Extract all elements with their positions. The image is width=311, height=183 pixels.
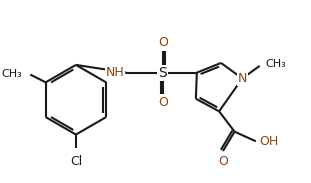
Text: OH: OH (259, 135, 278, 148)
Text: CH₃: CH₃ (2, 69, 22, 79)
Text: O: O (158, 96, 168, 109)
Text: N: N (238, 72, 247, 85)
Text: Cl: Cl (70, 155, 82, 168)
Text: O: O (218, 155, 228, 168)
Text: S: S (159, 66, 167, 80)
Text: CH₃: CH₃ (266, 59, 286, 69)
Text: NH: NH (105, 66, 124, 79)
Text: O: O (158, 36, 168, 49)
